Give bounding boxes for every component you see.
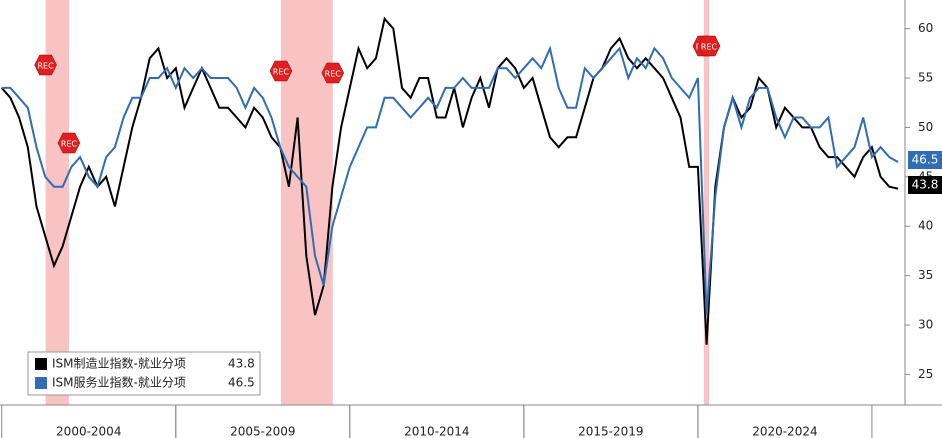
recession-band [703, 0, 710, 405]
x-tick-label: 2000-2004 [56, 425, 121, 438]
y-tick-label: 60 [918, 21, 933, 35]
x-tick-label: 2010-2014 [404, 425, 469, 438]
last-value-box [908, 151, 942, 169]
recession-marker: REC [34, 54, 57, 76]
legend-swatch [35, 358, 47, 370]
recession-marker-label: REC [273, 68, 290, 77]
y-tick-label: 40 [918, 219, 933, 233]
y-tick-label: 55 [918, 71, 933, 85]
recession-marker: REC [269, 60, 293, 82]
recession-marker-shape [34, 54, 57, 76]
legend-box [27, 351, 261, 396]
recession-marker: REC [321, 62, 345, 84]
recession-marker-label: REC [325, 70, 342, 79]
recession-marker-shape [57, 132, 81, 154]
y-tick-label: 30 [918, 317, 933, 331]
legend-label: ISM服务业指数-就业分项 [52, 375, 186, 390]
recession-marker-shape [269, 60, 293, 82]
x-tick-label: 2005-2009 [230, 425, 295, 438]
recession-marker-shape [321, 62, 345, 84]
last-value-box [908, 176, 942, 194]
recession-band [280, 0, 333, 405]
x-tick-label: 2020-2024 [752, 425, 817, 438]
recession-marker-label: REC [37, 62, 54, 71]
recession-marker-label: REC [701, 43, 718, 52]
last-value-label: 46.5 [912, 153, 939, 167]
recession-marker: REC [697, 35, 721, 57]
y-tick-label: 25 [918, 367, 933, 381]
legend-label: ISM制造业指数-就业分项 [52, 356, 186, 371]
series-line [0, 16, 899, 345]
last-value-label: 43.8 [912, 178, 939, 192]
recession-band [45, 0, 69, 405]
legend: ISM制造业指数-就业分项 43.8 ISM服务业指数-就业分项 46.5 [27, 351, 261, 396]
series-line [1, 45, 899, 316]
recession-marker-shape [697, 35, 721, 57]
y-tick-label: 35 [918, 268, 933, 282]
legend-swatch [35, 377, 47, 389]
x-tick-label: 2015-2019 [578, 425, 643, 438]
legend-value: 46.5 [228, 376, 255, 390]
y-tick-label: 50 [918, 120, 933, 134]
recession-marker: REC [57, 132, 81, 154]
recession-marker-label: REC [61, 140, 78, 149]
legend-value: 43.8 [228, 357, 255, 371]
